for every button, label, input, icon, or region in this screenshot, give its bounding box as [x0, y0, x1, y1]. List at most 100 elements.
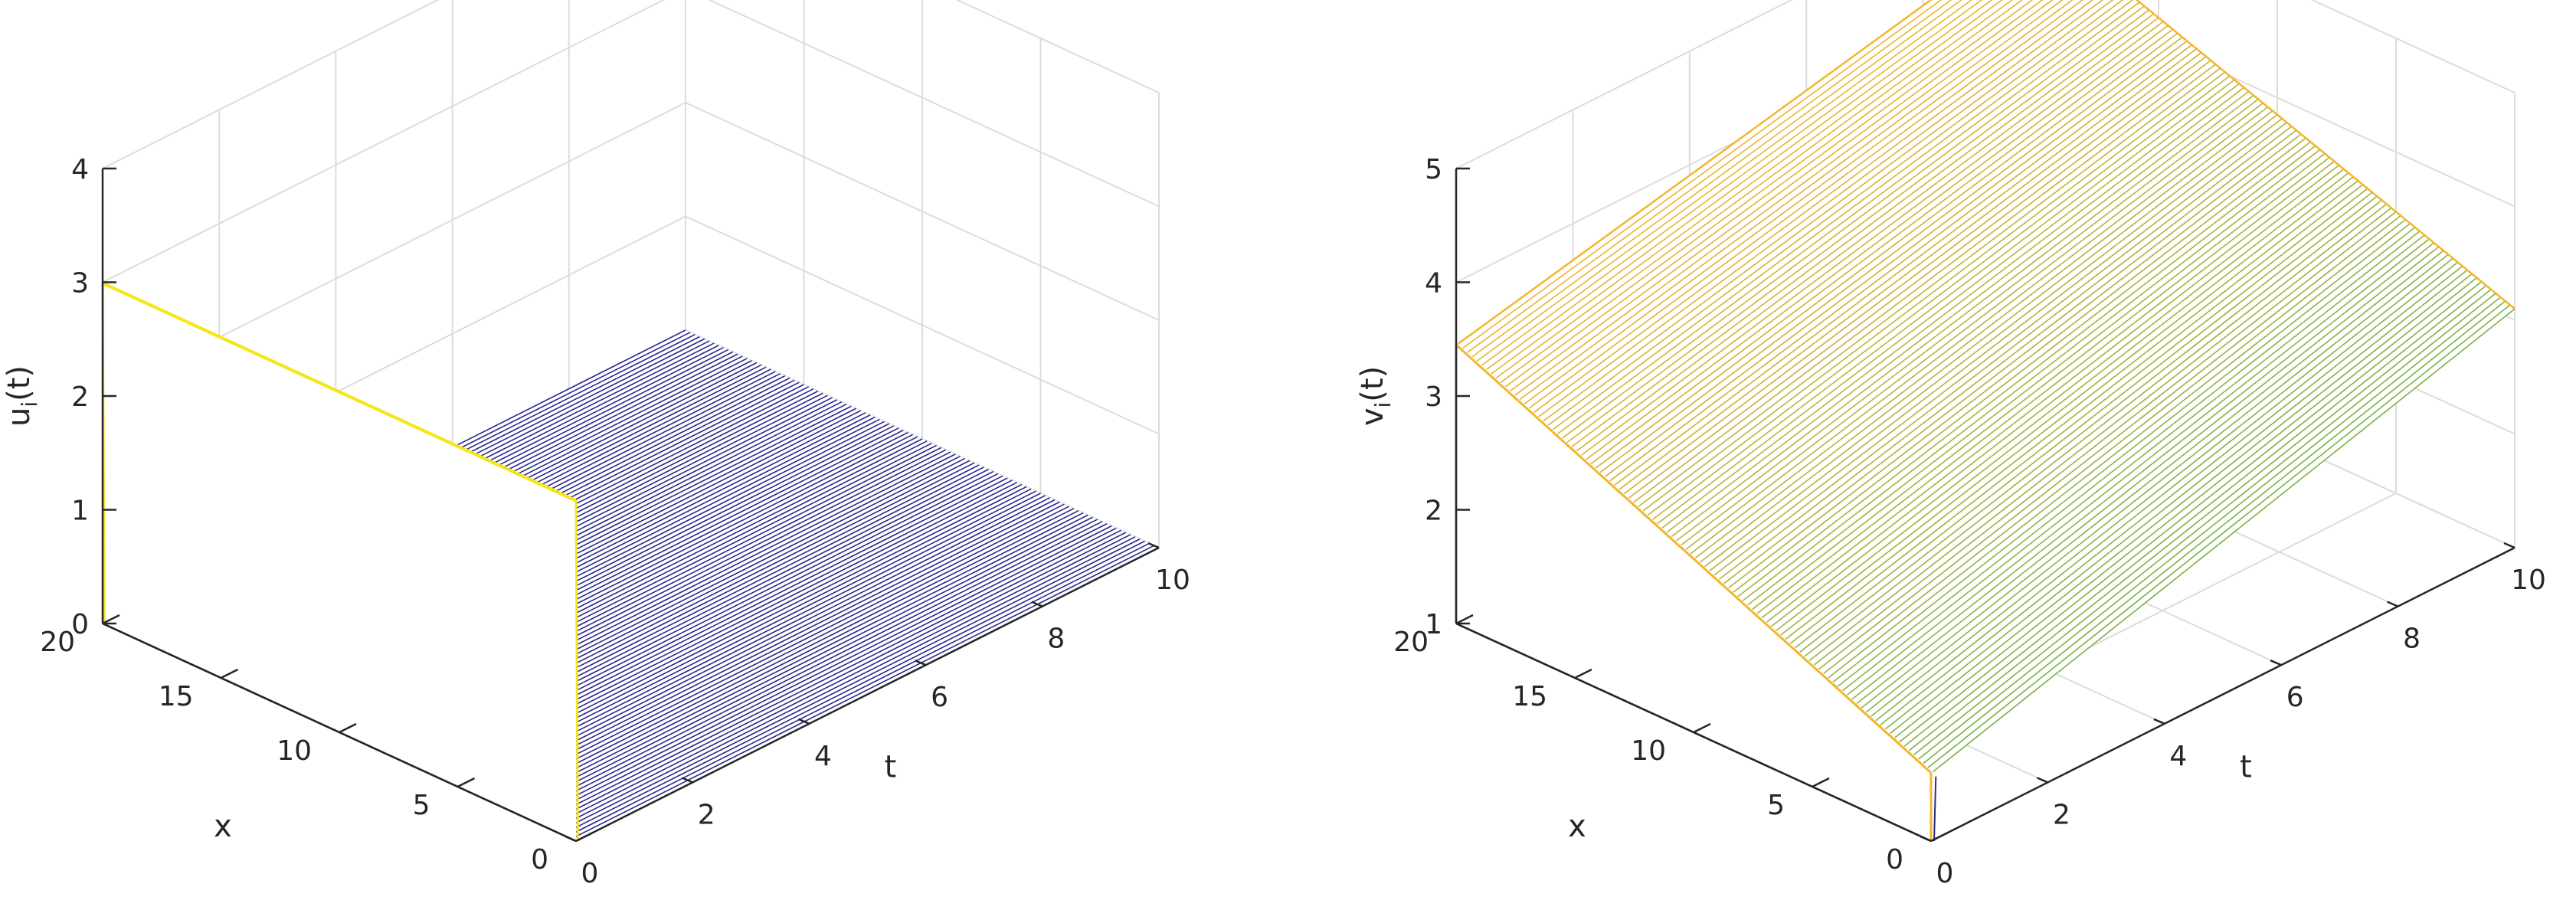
- grid-line: [2310, 0, 2515, 93]
- surface-mesh-line: [1647, 75, 2231, 516]
- x-tick-label: 0: [531, 844, 548, 876]
- surface-mesh-line: [1694, 114, 2278, 559]
- surface-mesh-line: [1737, 149, 2321, 597]
- z-label-main: u: [2, 408, 37, 427]
- surface-mesh-line: [1818, 214, 2401, 670]
- t-axis-label: t: [885, 750, 897, 785]
- t-tick: [2387, 601, 2399, 607]
- t-tick-label: 4: [814, 741, 832, 772]
- surface-mesh-line: [1504, 0, 2034, 388]
- surface-mesh-line: [1770, 176, 2354, 627]
- surface-mesh-line: [1495, 0, 2013, 379]
- surface-mesh-line: [1657, 83, 2240, 525]
- surface-mesh-line: [1476, 0, 1973, 362]
- x-tick-label: 15: [159, 681, 194, 712]
- x-tick: [339, 722, 357, 734]
- surface-mesh-line: [1552, 0, 2134, 430]
- surface-mesh-line: [568, 542, 1150, 836]
- x-tick: [1574, 668, 1592, 679]
- surface-mesh-line: [1519, 0, 2064, 401]
- t-tick: [681, 777, 693, 784]
- surface-mesh-line: [1471, 0, 1962, 358]
- surface-mesh-line: [1808, 207, 2392, 662]
- surface-mesh-line: [520, 521, 1103, 815]
- surface-mesh-line: [502, 512, 1084, 807]
- surface-mesh-line: [1913, 293, 2496, 756]
- surface-mesh-line: [1642, 71, 2226, 512]
- surface-mesh-line: [1614, 47, 2198, 486]
- surface-mesh-line: [1766, 172, 2349, 623]
- x-tick: [1693, 722, 1711, 734]
- surface-mesh-line: [1462, 0, 1943, 349]
- surface-mesh-line: [1884, 269, 2468, 730]
- surface-mesh-line: [548, 534, 1131, 828]
- axes: 0 2 4 6 8 10 0 5 10 15 201 2 3 4 5 t x vi(t): [1355, 154, 2546, 889]
- x-tick: [457, 777, 476, 788]
- t-tick-label: 8: [1047, 624, 1065, 655]
- t-tick: [2503, 542, 2515, 549]
- surface-mesh-line: [1889, 273, 2473, 735]
- surface-mesh-line: [535, 527, 1117, 822]
- t-tick: [797, 718, 810, 725]
- t-tick-label: 6: [2286, 682, 2304, 713]
- surface-mesh-line: [1633, 64, 2216, 503]
- surface-mesh-line: [1586, 25, 2168, 460]
- surface-mesh-line: [563, 540, 1145, 835]
- surface-mesh-line: [1681, 102, 2263, 546]
- grid-line: [1455, 0, 1793, 169]
- t-axis: [1930, 546, 2515, 843]
- t-tick-label: 8: [2403, 624, 2421, 655]
- t-tick: [1920, 835, 1932, 843]
- t-tick-label: 2: [2053, 799, 2070, 830]
- surface-mesh-line: [492, 508, 1075, 802]
- surface-mesh-line: [554, 536, 1136, 830]
- z-label-sub: i: [1370, 402, 1396, 408]
- t-axis: [575, 546, 1160, 843]
- x-tick-label: 10: [1631, 735, 1666, 767]
- surface-mesh-line: [1847, 238, 2430, 696]
- x-axis-label: x: [1568, 809, 1586, 844]
- surface-mesh-line: [1571, 13, 2155, 447]
- surface-mesh-line: [506, 514, 1088, 808]
- surface-mesh-line: [1780, 184, 2364, 636]
- x-tick-label: 20: [1393, 627, 1429, 658]
- surface-mesh-line: [1794, 195, 2378, 649]
- surface-mesh-line: [1704, 122, 2287, 568]
- surface-mesh-line: [1742, 152, 2326, 601]
- surface-mesh-line: [1543, 0, 2114, 422]
- surface-mesh-line: [1823, 218, 2406, 674]
- surface-mesh-line: [1666, 90, 2250, 533]
- surface-mesh-line: [1486, 0, 1993, 371]
- surface-mesh-line: [1619, 52, 2202, 490]
- surface-mesh-line: [1837, 231, 2421, 687]
- t-tick-label: 10: [2511, 565, 2546, 596]
- surface-mesh-line: [1776, 180, 2358, 632]
- t-tick: [2153, 718, 2165, 725]
- x-tick: [575, 831, 594, 843]
- grid-line: [102, 0, 440, 169]
- surface-wall: [1456, 345, 1931, 841]
- z-label-tail: (t): [1355, 366, 1390, 402]
- surface-mesh-line: [483, 503, 1065, 797]
- surface-mesh-line: [1609, 44, 2192, 482]
- surface-mesh-line: [1804, 203, 2388, 657]
- surface-mesh-line: [539, 529, 1121, 823]
- surface-mesh-line: [1661, 87, 2245, 529]
- z-axis-label: ui(t): [2, 365, 42, 427]
- surface-mesh-line: [1813, 211, 2397, 666]
- surface-mesh-line: [1903, 285, 2487, 747]
- x-tick: [220, 668, 239, 679]
- surface-mesh-line: [1908, 289, 2492, 751]
- surface-outline: [2135, 0, 2515, 310]
- surface-mesh-line: [544, 532, 1127, 826]
- x-tick-label: 10: [277, 735, 312, 767]
- t-tick-label: 6: [931, 682, 948, 713]
- surface-mesh-line: [1690, 110, 2273, 555]
- x-tick-label: 20: [40, 627, 75, 658]
- grid-line: [102, 0, 666, 283]
- surface-mesh-line: [1628, 60, 2211, 499]
- z-label-tail: (t): [2, 365, 37, 401]
- surface-mesh-line: [1756, 165, 2340, 614]
